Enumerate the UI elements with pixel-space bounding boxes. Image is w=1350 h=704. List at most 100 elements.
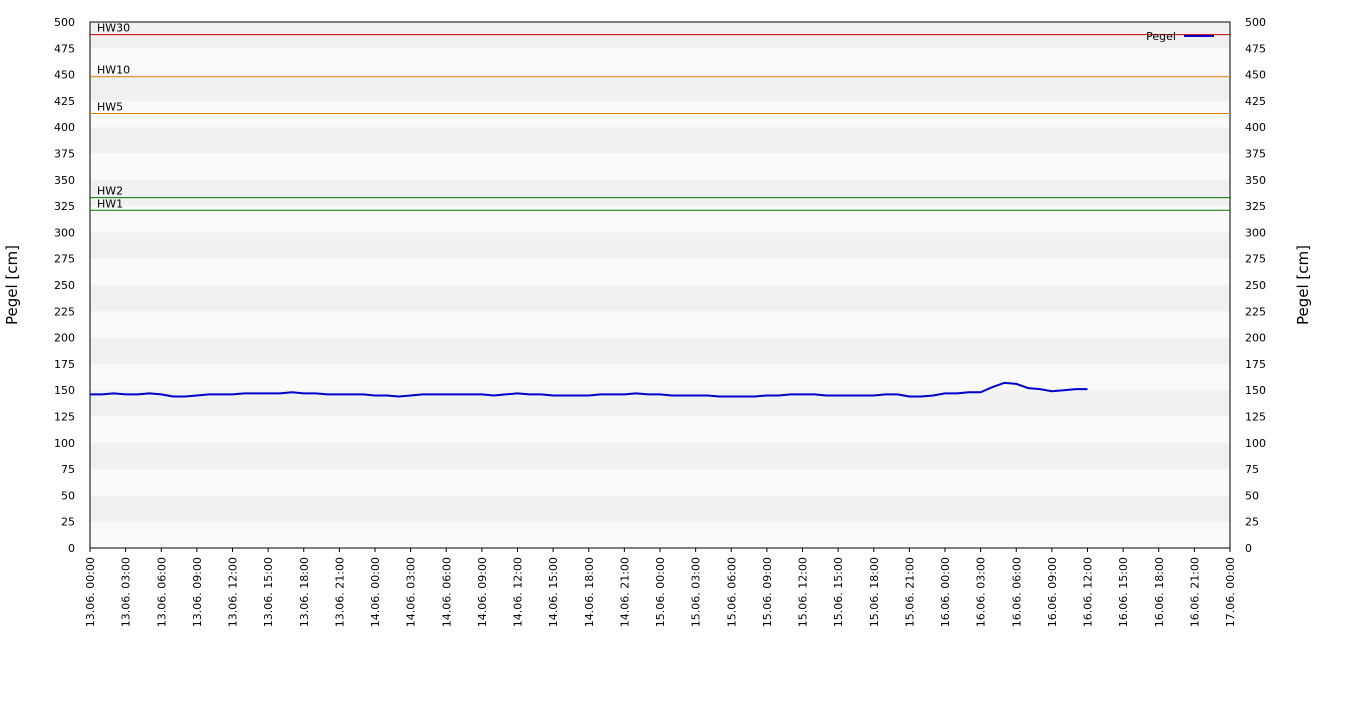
x-tick-label: 14.06. 15:00 — [547, 557, 560, 627]
x-tick-label: 14.06. 18:00 — [583, 557, 596, 627]
threshold-label: HW10 — [97, 64, 130, 77]
grid-band — [90, 153, 1230, 180]
y-tick-label: 125 — [54, 411, 75, 424]
y2-tick-label: 475 — [1245, 42, 1266, 55]
x-tick-label: 15.06. 21:00 — [903, 557, 916, 627]
threshold-label: HW5 — [97, 101, 123, 114]
y-tick-label: 225 — [54, 305, 75, 318]
y2-tick-label: 200 — [1245, 332, 1266, 345]
grid-band — [90, 495, 1230, 522]
y2-tick-label: 150 — [1245, 384, 1266, 397]
x-tick-label: 14.06. 12:00 — [512, 557, 525, 627]
y2-tick-label: 400 — [1245, 121, 1266, 134]
x-tick-label: 15.06. 09:00 — [761, 557, 774, 627]
y2-tick-label: 375 — [1245, 148, 1266, 161]
y2-tick-label: 450 — [1245, 69, 1266, 82]
x-tick-label: 16.06. 00:00 — [939, 557, 952, 627]
x-tick-label: 15.06. 12:00 — [797, 557, 810, 627]
x-tick-label: 14.06. 21:00 — [618, 557, 631, 627]
y-tick-label: 400 — [54, 121, 75, 134]
threshold-label: HW2 — [97, 185, 123, 198]
grid-band — [90, 258, 1230, 285]
y-tick-label: 500 — [54, 16, 75, 29]
grid-band — [90, 363, 1230, 391]
y-tick-label: 250 — [54, 279, 75, 292]
y2-tick-label: 275 — [1245, 253, 1266, 266]
legend-label: Pegel — [1146, 30, 1176, 43]
x-tick-label: 16.06. 15:00 — [1117, 557, 1130, 627]
x-tick-label: 16.06. 09:00 — [1046, 557, 1059, 627]
grid-band — [90, 416, 1230, 443]
y2-tick-label: 75 — [1245, 463, 1259, 476]
y2-tick-label: 125 — [1245, 411, 1266, 424]
y-tick-label: 25 — [61, 516, 75, 529]
y-tick-label: 300 — [54, 226, 75, 239]
threshold-label: HW1 — [97, 197, 123, 210]
x-tick-label: 16.06. 18:00 — [1153, 557, 1166, 627]
x-tick-label: 15.06. 00:00 — [654, 557, 667, 627]
grid-band — [90, 22, 1230, 49]
y2-tick-label: 50 — [1245, 489, 1259, 502]
x-tick-label: 15.06. 03:00 — [690, 557, 703, 627]
y-tick-label: 175 — [54, 358, 75, 371]
y2-tick-label: 350 — [1245, 174, 1266, 187]
y2-tick-label: 500 — [1245, 16, 1266, 29]
y-tick-label: 375 — [54, 148, 75, 161]
x-tick-label: 13.06. 00:00 — [84, 557, 97, 627]
grid-band — [90, 311, 1230, 338]
x-tick-label: 16.06. 03:00 — [975, 557, 988, 627]
y-tick-label: 275 — [54, 253, 75, 266]
y-tick-label: 0 — [68, 542, 75, 555]
x-tick-label: 13.06. 03:00 — [120, 557, 133, 627]
grid-band — [90, 127, 1230, 154]
y2-tick-label: 250 — [1245, 279, 1266, 292]
grid-band — [90, 232, 1230, 259]
y2-tick-label: 0 — [1245, 542, 1252, 555]
data-line — [90, 381, 1088, 398]
x-tick-label: 14.06. 03:00 — [405, 557, 418, 627]
x-tick-label: 13.06. 15:00 — [262, 557, 275, 627]
x-tick-label: 16.06. 21:00 — [1188, 557, 1201, 627]
y-tick-label: 50 — [61, 489, 75, 502]
x-tick-label: 17.06. 00:00 — [1224, 557, 1237, 627]
grid-band — [90, 337, 1230, 364]
y-tick-label: 325 — [54, 200, 75, 213]
x-tick-label: 13.06. 21:00 — [333, 557, 346, 627]
grid-band — [90, 48, 1230, 75]
x-tick-label: 16.06. 12:00 — [1082, 557, 1095, 627]
y-tick-label: 475 — [54, 42, 75, 55]
y-tick-label: 425 — [54, 95, 75, 108]
x-tick-label: 14.06. 00:00 — [369, 557, 382, 627]
x-tick-label: 15.06. 18:00 — [868, 557, 881, 627]
grid-band — [90, 442, 1230, 470]
x-tick-label: 13.06. 12:00 — [227, 557, 240, 627]
x-tick-label: 13.06. 09:00 — [191, 557, 204, 627]
x-tick-label: 16.06. 06:00 — [1010, 557, 1023, 627]
grid-band — [90, 469, 1230, 496]
y-tick-label: 100 — [54, 437, 75, 450]
threshold-label: HW30 — [97, 22, 130, 35]
x-tick-label: 14.06. 09:00 — [476, 557, 489, 627]
grid-band — [90, 100, 1230, 128]
x-tick-label: 15.06. 06:00 — [725, 557, 738, 627]
y2-tick-label: 225 — [1245, 305, 1266, 318]
grid-band — [90, 521, 1230, 548]
y-tick-label: 200 — [54, 332, 75, 345]
y2-tick-label: 425 — [1245, 95, 1266, 108]
x-tick-label: 13.06. 06:00 — [155, 557, 168, 627]
grid-band — [90, 179, 1230, 207]
y-tick-label: 350 — [54, 174, 75, 187]
x-tick-label: 13.06. 18:00 — [298, 557, 311, 627]
y2-tick-label: 325 — [1245, 200, 1266, 213]
x-tick-label: 15.06. 15:00 — [832, 557, 845, 627]
x-tick-label: 14.06. 06:00 — [440, 557, 453, 627]
y-tick-label: 450 — [54, 69, 75, 82]
grid-band — [90, 74, 1230, 101]
y-axis-title: Pegel [cm] — [3, 245, 21, 325]
y2-axis-title: Pegel [cm] — [1294, 245, 1312, 325]
y2-tick-label: 300 — [1245, 226, 1266, 239]
y2-tick-label: 25 — [1245, 516, 1259, 529]
grid-band — [90, 285, 1230, 312]
y-tick-label: 75 — [61, 463, 75, 476]
y2-tick-label: 100 — [1245, 437, 1266, 450]
